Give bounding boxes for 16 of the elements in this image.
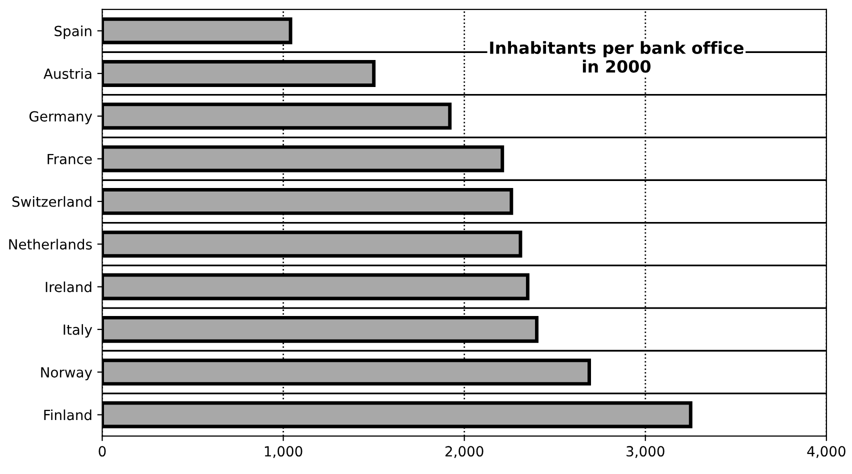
y-tick-label: Germany	[29, 111, 92, 124]
y-tick-label: Austria	[44, 68, 92, 79]
y-tick-label: Norway	[41, 367, 92, 380]
x-tick-label: 1,000	[264, 446, 302, 458]
y-tick-label: Finland	[44, 409, 92, 420]
y-tick-label: Switzerland	[12, 196, 92, 207]
y-tick-label: Netherlands	[9, 238, 92, 250]
x-tick-label: 4,000	[807, 446, 846, 458]
x-tick-label: 3,000	[626, 446, 664, 458]
text: Inhabitants per bank office in 2000	[490, 41, 744, 73]
y-tick-label: France	[48, 154, 92, 164]
y-tick-label: Italy	[64, 324, 92, 338]
y-tick-label: Ireland	[46, 281, 92, 292]
y-tick-label: Spain	[54, 26, 92, 39]
x-tick-label: 0	[98, 446, 106, 457]
x-tick-label: 2,000	[445, 446, 484, 458]
